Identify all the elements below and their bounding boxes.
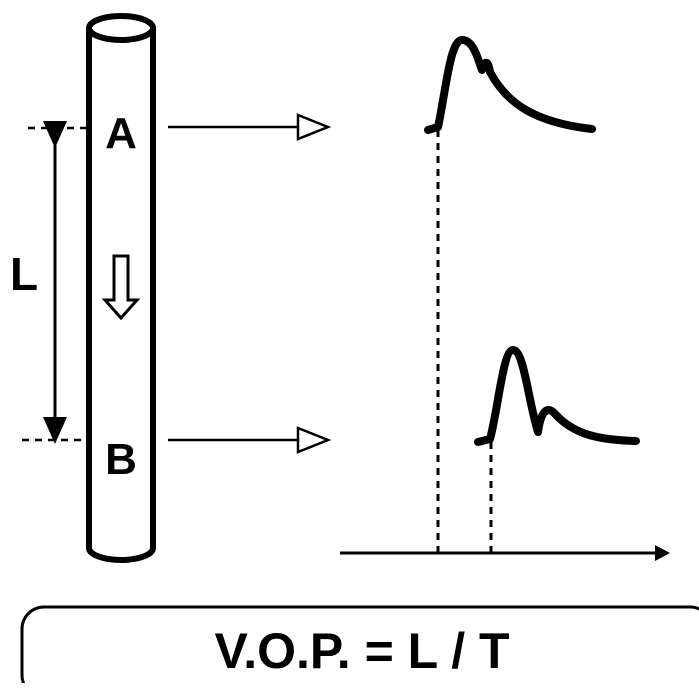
label-a: A: [105, 109, 137, 158]
waveforms: [424, 36, 640, 446]
formula-box: [20, 605, 699, 688]
formula: V.O.P. = L / T: [214, 623, 509, 679]
label-b: B: [105, 435, 137, 484]
signal-arrows: [168, 113, 332, 454]
label-l: L: [10, 248, 38, 300]
time-axis-head: [655, 545, 670, 561]
flow-arrow: [101, 254, 141, 321]
